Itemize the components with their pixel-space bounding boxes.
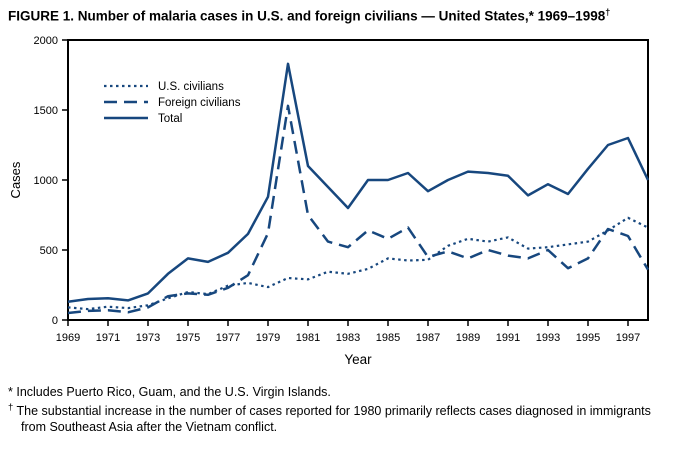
x-tick-label: 1977 — [216, 332, 240, 344]
figure-title-dagger: † — [605, 7, 611, 17]
footnote-dagger-text: The substantial increase in the number o… — [16, 404, 651, 435]
y-tick-label: 1000 — [34, 175, 58, 187]
footnote-asterisk-marker: * — [8, 385, 13, 400]
x-tick-label: 1971 — [96, 332, 120, 344]
malaria-line-chart: 0 500 1000 1500 2000 1969 1971 1973 1975 1977 1979… — [8, 35, 650, 367]
x-tick-label: 1973 — [136, 332, 160, 344]
x-tick-label: 1975 — [176, 332, 200, 344]
x-tick-label: 1979 — [256, 332, 280, 344]
x-tick-label: 1987 — [416, 332, 440, 344]
x-tick-label: 1985 — [376, 332, 400, 344]
legend-label-foreign-civilians: Foreign civilians — [158, 97, 241, 109]
x-tick-label: 1995 — [576, 332, 600, 344]
x-axis-label: Year — [344, 352, 372, 367]
footnotes: * Includes Puerto Rico, Guam, and the U.… — [0, 378, 674, 435]
plot-frame — [67, 39, 649, 322]
series-line-total — [67, 62, 650, 304]
series-line-foreign-civilians — [67, 104, 650, 315]
x-tick-label: 1991 — [496, 332, 520, 344]
footnote-asterisk: * Includes Puerto Rico, Guam, and the U.… — [8, 384, 662, 400]
series-line-u-s-civilians — [67, 216, 649, 311]
chart: 0 500 1000 1500 2000 1969 1971 1973 1975 1977 1979… — [0, 28, 674, 378]
y-tick-label: 2000 — [34, 35, 58, 47]
footnote-dagger: † The substantial increase in the number… — [8, 402, 662, 435]
y-tick-label: 0 — [52, 315, 58, 327]
figure-title-text: FIGURE 1. Number of malaria cases in U.S… — [8, 8, 606, 24]
legend-label-u-s-civilians: U.S. civilians — [158, 81, 224, 93]
legend-label-total: Total — [158, 113, 182, 125]
y-tick-label: 500 — [40, 245, 58, 257]
x-tick-label: 1981 — [296, 332, 320, 344]
x-tick-label: 1969 — [56, 332, 80, 344]
x-tick-label: 1989 — [456, 332, 480, 344]
x-tick-label: 1983 — [336, 332, 360, 344]
x-tick-label: 1997 — [616, 332, 640, 344]
figure-title: FIGURE 1. Number of malaria cases in U.S… — [0, 0, 670, 27]
y-tick-label: 1500 — [34, 105, 58, 117]
y-axis-label: Cases — [8, 161, 23, 198]
footnote-dagger-marker: † — [8, 402, 14, 414]
footnote-asterisk-text: Includes Puerto Rico, Guam, and the U.S.… — [16, 385, 331, 400]
x-tick-label: 1993 — [536, 332, 560, 344]
